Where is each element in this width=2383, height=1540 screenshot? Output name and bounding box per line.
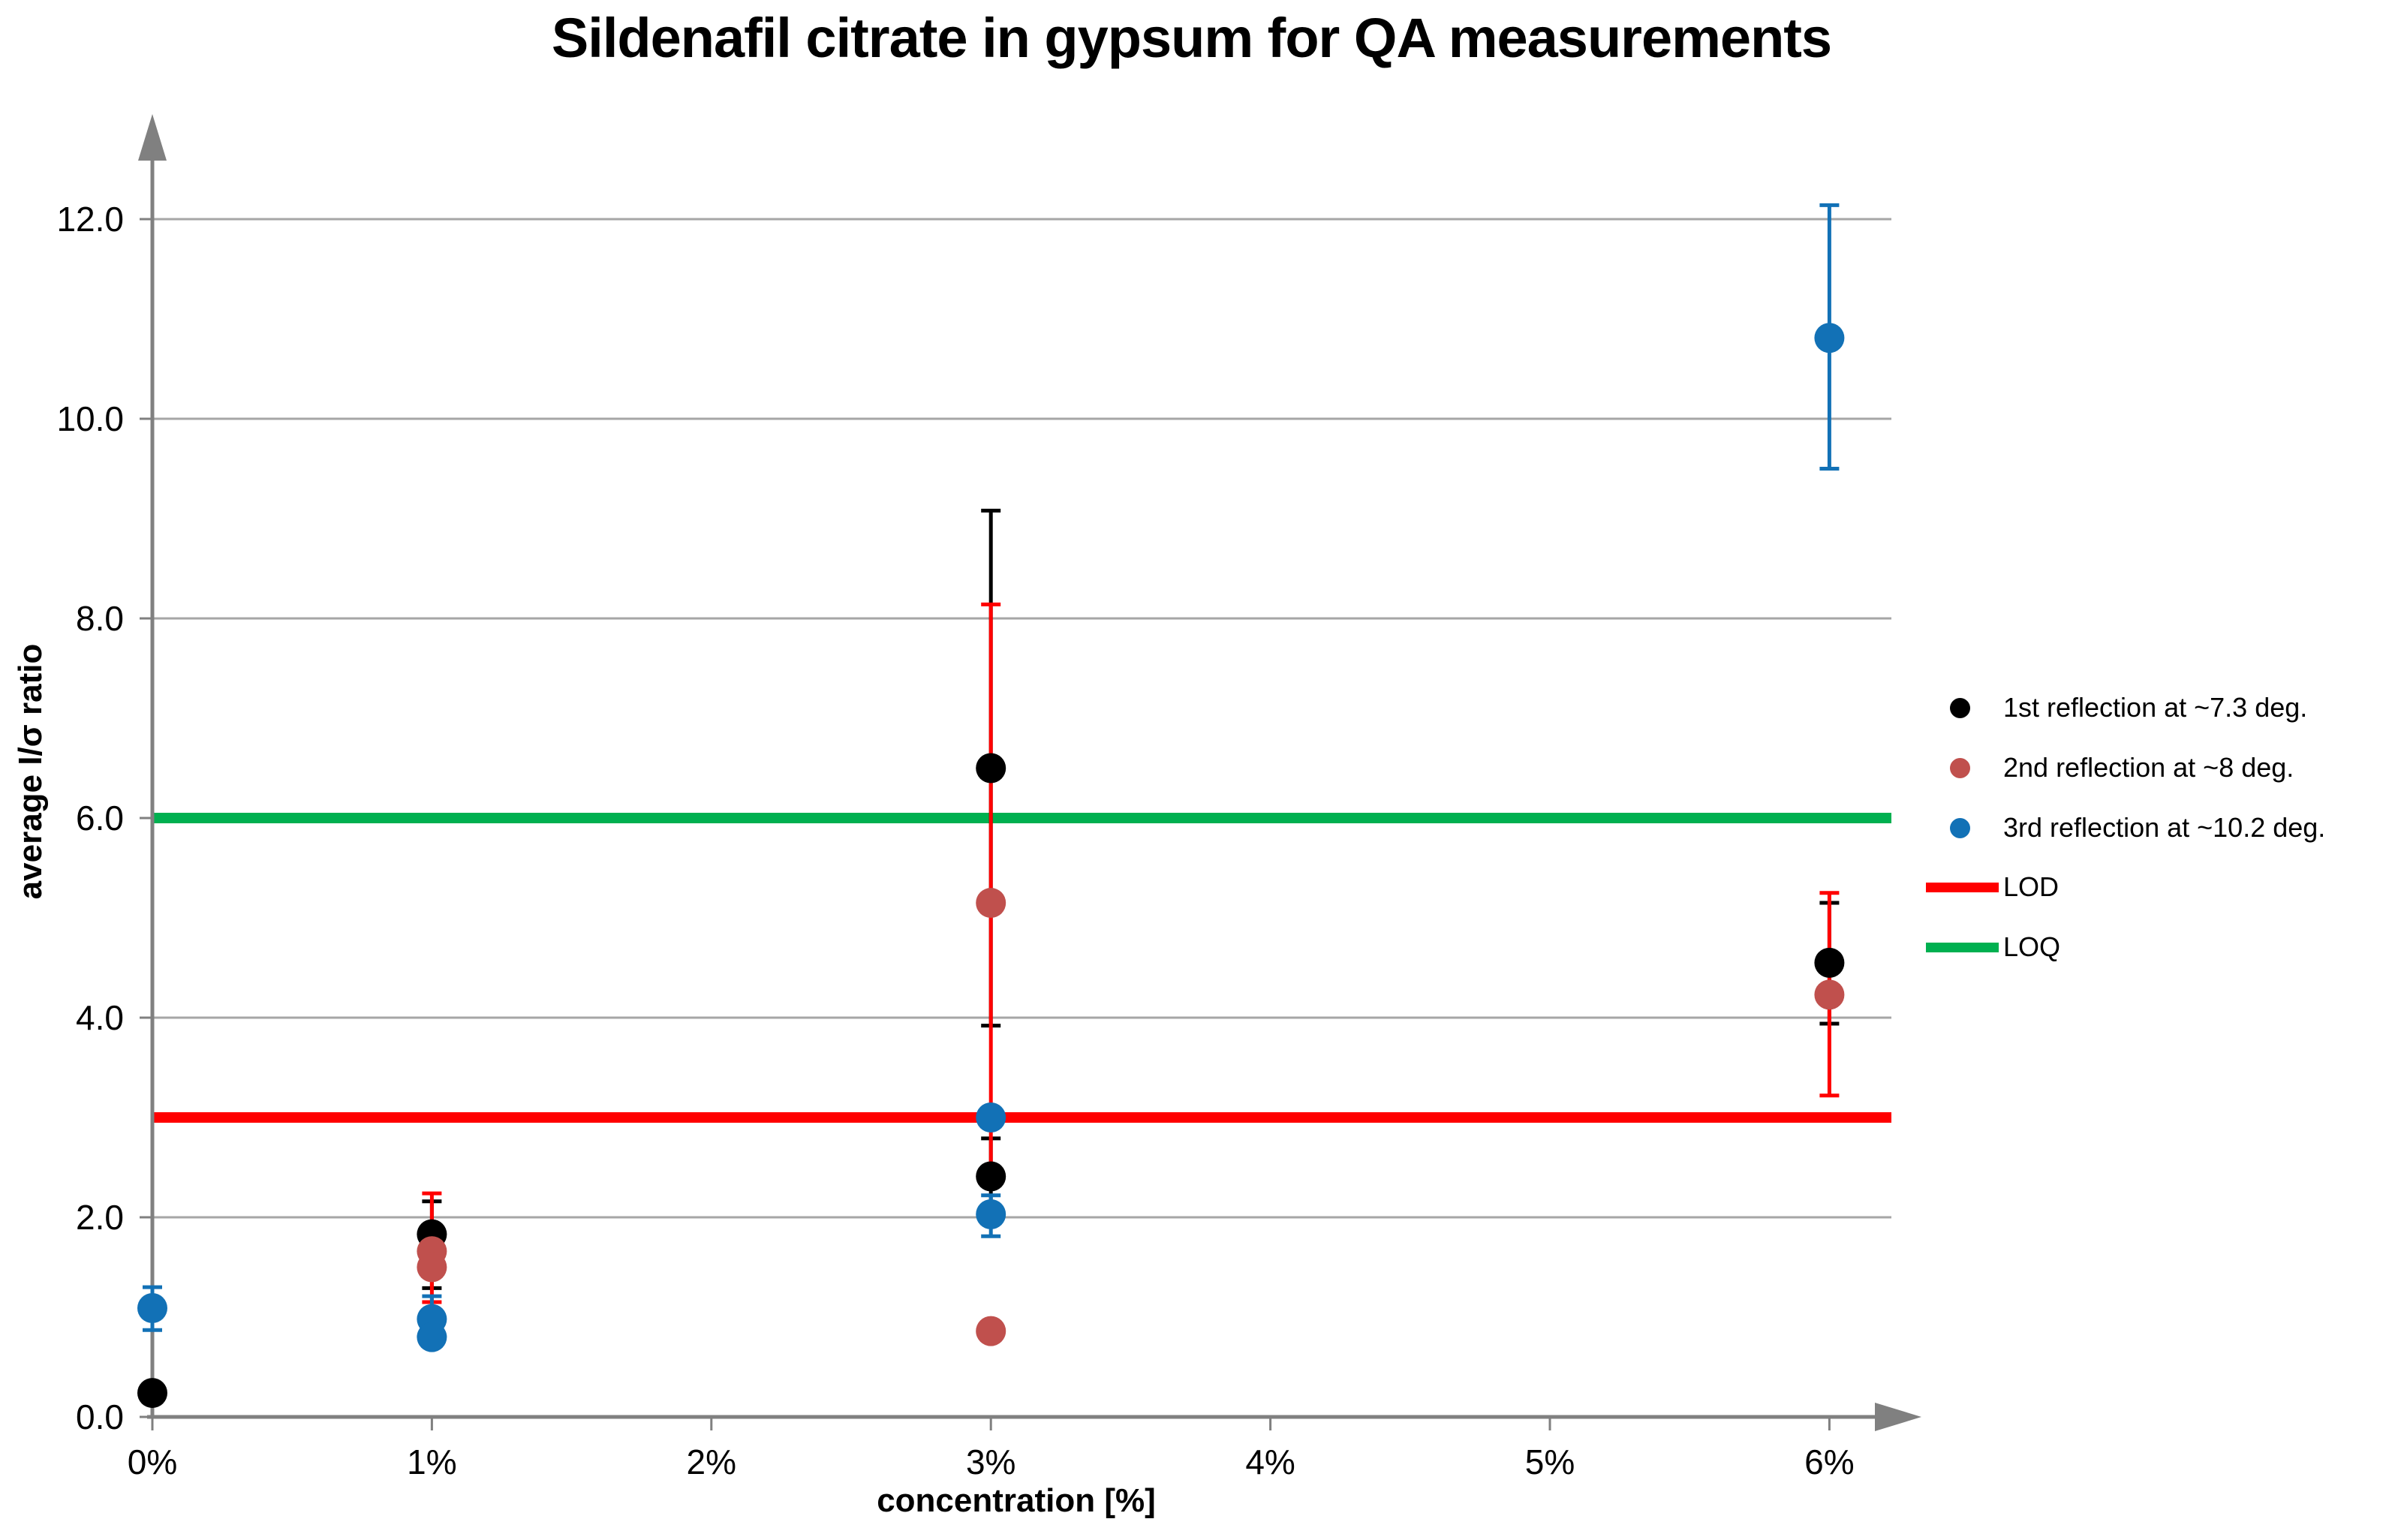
y-tick-label: 0.0 [76, 1397, 124, 1436]
x-tick-label: 1% [407, 1442, 456, 1481]
x-tick-label: 4% [1245, 1442, 1295, 1481]
y-tick-label: 12.0 [56, 200, 124, 239]
y-tick-label: 6.0 [76, 799, 124, 838]
data-point [417, 1322, 447, 1352]
data-point [1814, 947, 1845, 978]
y-tick-label: 2.0 [76, 1198, 124, 1237]
y-axis-title: average I/σ ratio [12, 644, 49, 900]
x-axis-title: concentration [%] [877, 1482, 1156, 1519]
y-tick-label: 8.0 [76, 599, 124, 638]
x-tick-label: 3% [966, 1442, 1015, 1481]
x-tick-label: 5% [1525, 1442, 1575, 1481]
y-axis-arrow-icon [138, 114, 167, 161]
x-tick-label: 0% [128, 1442, 177, 1481]
data-point [976, 753, 1006, 784]
data-point [1814, 323, 1845, 353]
chart-title: Sildenafil citrate in gypsum for QA meas… [551, 7, 1832, 69]
data-point [976, 1316, 1006, 1346]
data-point [417, 1252, 447, 1283]
data-point [976, 888, 1006, 919]
y-tick-label: 10.0 [56, 399, 124, 438]
data-point [976, 1199, 1006, 1230]
data-point [976, 1161, 1006, 1192]
x-tick-label: 6% [1804, 1442, 1854, 1481]
data-point [1814, 979, 1845, 1010]
x-tick-label: 2% [687, 1442, 736, 1481]
y-tick-label: 4.0 [76, 998, 124, 1037]
x-axis-arrow-icon [1875, 1403, 1921, 1431]
data-point [137, 1378, 167, 1409]
data-point [976, 1102, 1006, 1132]
data-point [137, 1293, 167, 1324]
